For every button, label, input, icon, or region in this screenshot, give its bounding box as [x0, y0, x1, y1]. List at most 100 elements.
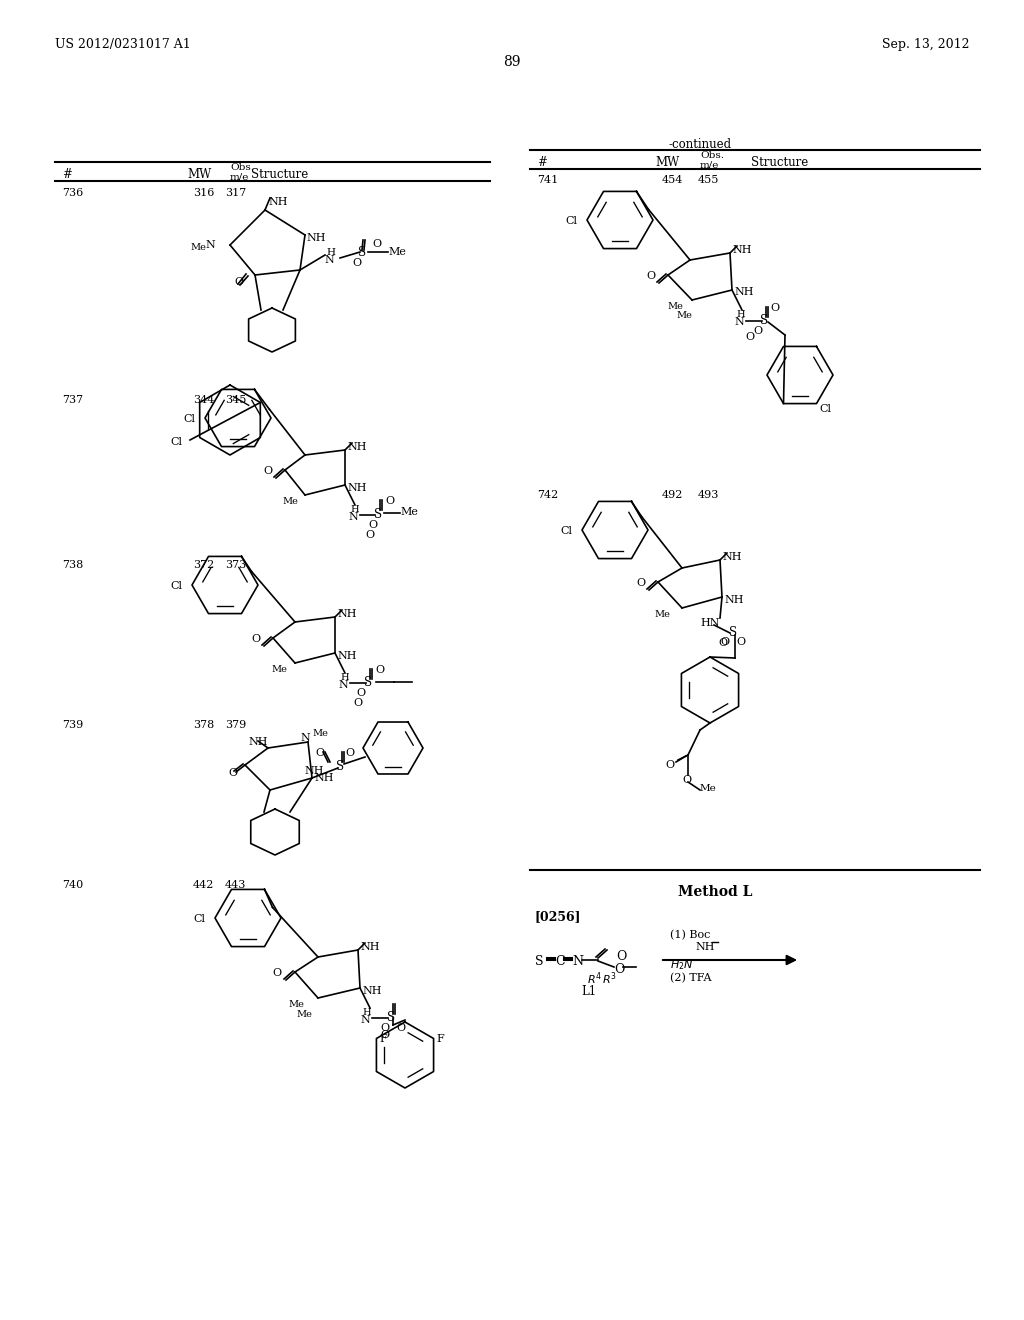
Text: Cl: Cl [170, 437, 182, 447]
Text: 316: 316 [193, 187, 214, 198]
Text: O: O [380, 1030, 389, 1040]
Text: Me: Me [654, 610, 670, 619]
Text: 317: 317 [225, 187, 246, 198]
Text: 493: 493 [698, 490, 720, 500]
Text: O: O [636, 578, 645, 587]
Text: Structure: Structure [752, 156, 809, 169]
Text: NH: NH [304, 766, 324, 776]
Text: O: O [646, 271, 655, 281]
Text: NH: NH [314, 774, 334, 783]
Text: Sep. 13, 2012: Sep. 13, 2012 [883, 38, 970, 51]
Text: 455: 455 [698, 176, 720, 185]
Text: NH: NH [695, 942, 715, 952]
Text: Obs.: Obs. [230, 162, 254, 172]
Text: O: O [251, 634, 260, 644]
Text: N: N [300, 733, 309, 743]
Text: O: O [718, 638, 727, 648]
Text: NH: NH [722, 552, 741, 562]
Text: O: O [770, 304, 779, 313]
Text: S: S [364, 676, 372, 689]
Text: H: H [350, 506, 358, 513]
Text: S: S [760, 314, 768, 327]
Text: 443: 443 [225, 880, 247, 890]
Text: Me: Me [271, 665, 287, 675]
Text: O: O [720, 638, 729, 647]
Text: NH: NH [362, 986, 382, 997]
Text: S: S [374, 508, 382, 521]
Text: S: S [358, 246, 367, 259]
Text: O: O [372, 239, 381, 249]
Text: Structure: Structure [251, 168, 308, 181]
Text: NH: NH [347, 483, 367, 492]
Text: Me: Me [190, 243, 206, 252]
Text: O: O [380, 1023, 389, 1034]
Text: US 2012/0231017 A1: US 2012/0231017 A1 [55, 38, 190, 51]
Text: N: N [324, 255, 334, 265]
Text: Me: Me [676, 312, 692, 319]
Text: Cl: Cl [565, 216, 577, 226]
Text: NH: NH [337, 609, 356, 619]
Text: S: S [336, 760, 344, 774]
Text: HN: HN [700, 618, 720, 628]
Text: MW: MW [656, 156, 680, 169]
Text: O: O [234, 277, 243, 286]
Text: N: N [572, 954, 583, 968]
Text: N: N [205, 240, 215, 249]
Text: (1) Boc: (1) Boc [670, 931, 711, 940]
Text: 373: 373 [225, 560, 246, 570]
Text: $H_2N$: $H_2N$ [670, 958, 693, 972]
Text: NH: NH [724, 595, 743, 605]
Text: (2) TFA: (2) TFA [670, 973, 712, 983]
Text: Me: Me [700, 784, 717, 793]
Text: O: O [385, 496, 394, 506]
Text: Cl: Cl [170, 581, 182, 591]
Text: L1: L1 [581, 985, 596, 998]
Text: N: N [338, 680, 348, 690]
Text: 736: 736 [62, 187, 83, 198]
Text: Method L: Method L [678, 884, 753, 899]
Text: O: O [614, 964, 625, 975]
Text: H: H [326, 248, 335, 257]
Text: O: O [272, 968, 282, 978]
Text: O: O [682, 775, 691, 785]
Text: O: O [263, 466, 272, 477]
Text: NH: NH [337, 651, 356, 661]
Text: Cl: Cl [819, 404, 831, 413]
Text: N: N [348, 512, 357, 521]
Text: NH: NH [732, 246, 752, 255]
Text: F: F [436, 1034, 444, 1044]
Text: NH: NH [360, 942, 380, 952]
Text: Cl: Cl [560, 525, 572, 536]
Text: 378: 378 [193, 719, 214, 730]
Text: O: O [368, 520, 377, 531]
Text: O: O [753, 326, 762, 337]
Text: 738: 738 [62, 560, 83, 570]
Text: O: O [736, 638, 745, 647]
Text: NH: NH [306, 234, 326, 243]
Text: O: O [345, 748, 354, 758]
Text: O: O [365, 531, 374, 540]
Text: S: S [387, 1011, 395, 1024]
Text: Me: Me [288, 1001, 304, 1008]
Text: Me: Me [282, 498, 298, 506]
Text: O: O [375, 665, 384, 675]
Text: Cl: Cl [193, 913, 205, 924]
Text: 442: 442 [193, 880, 214, 890]
Text: O: O [228, 768, 238, 777]
Text: NH: NH [734, 286, 754, 297]
Text: O: O [396, 1023, 406, 1034]
Text: 737: 737 [62, 395, 83, 405]
Text: -continued: -continued [669, 139, 731, 150]
Text: O: O [616, 950, 627, 964]
Text: H: H [362, 1008, 371, 1016]
Text: O: O [665, 760, 674, 770]
Text: N: N [734, 317, 743, 327]
Text: Me: Me [388, 247, 406, 257]
Text: S: S [535, 954, 544, 968]
Text: 454: 454 [662, 176, 683, 185]
Text: NH: NH [248, 737, 267, 747]
Text: m/e: m/e [230, 172, 250, 181]
Text: O: O [352, 257, 361, 268]
Text: Me: Me [312, 729, 328, 738]
Text: O: O [356, 688, 366, 698]
